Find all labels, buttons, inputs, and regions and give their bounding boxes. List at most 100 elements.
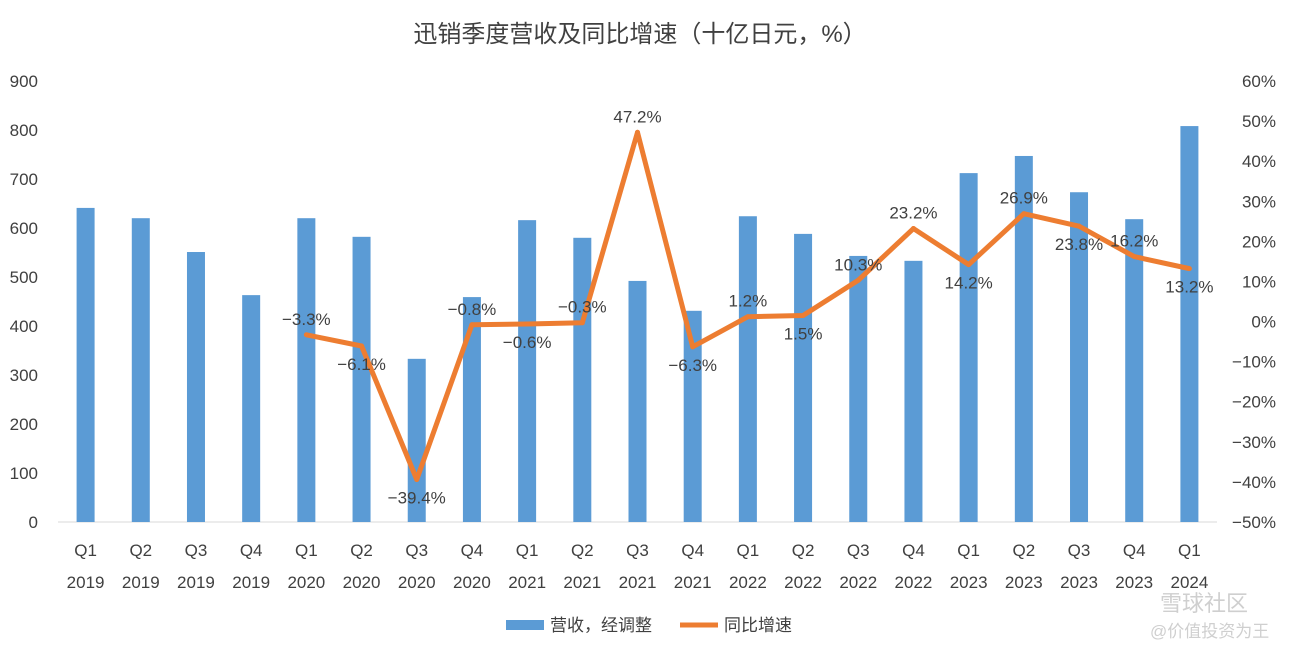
revenue-bar (1014, 155, 1033, 522)
growth-label: 16.2% (1110, 232, 1158, 251)
revenue-bar (297, 218, 316, 522)
growth-point (855, 277, 861, 283)
y-right-tick: 40% (1242, 152, 1276, 171)
revenue-bar (1180, 126, 1199, 522)
y-right-tick: −10% (1232, 353, 1276, 372)
y-right-tick: −20% (1232, 393, 1276, 412)
growth-label: −6.1% (337, 355, 386, 374)
revenue-bar (628, 280, 647, 522)
growth-label: −6.3% (668, 356, 717, 375)
x-tick-year: 2023 (1060, 573, 1098, 592)
line-series (303, 129, 1192, 483)
y-right-tick: 50% (1242, 112, 1276, 131)
growth-label: 1.2% (729, 292, 768, 311)
growth-label: 14.2% (945, 274, 993, 293)
y-left-tick: 900 (10, 72, 38, 91)
growth-label: −39.4% (388, 489, 446, 508)
x-tick-quarter: Q4 (240, 541, 263, 560)
revenue-bar (959, 173, 978, 522)
y-left-tick: 700 (10, 170, 38, 189)
revenue-bar (738, 216, 757, 523)
y-left-tick: 200 (10, 415, 38, 434)
data-labels: −3.3% −6.1% −39.4% −0.8% −0.6% −0.3% 47.2% −6.3… (282, 107, 1213, 507)
revenue-bar (518, 220, 537, 522)
y-left-tick: 800 (10, 121, 38, 140)
x-tick-year: 2020 (287, 573, 325, 592)
growth-point (1021, 211, 1027, 217)
growth-label: 10.3% (834, 255, 882, 274)
x-tick-year: 2019 (232, 573, 270, 592)
growth-label: −3.3% (282, 310, 331, 329)
growth-label: 1.5% (784, 325, 823, 344)
revenue-bar (573, 237, 592, 523)
revenue-bar (683, 310, 702, 522)
x-tick-quarter: Q2 (129, 541, 152, 560)
revenue-bar (352, 236, 371, 522)
growth-label: 13.2% (1165, 278, 1213, 297)
growth-label: 47.2% (613, 107, 661, 126)
revenue-bar (462, 297, 481, 522)
growth-point (303, 332, 309, 338)
growth-point (910, 226, 916, 232)
x-tick-year: 2019 (67, 573, 105, 592)
x-tick-quarter: Q2 (792, 541, 815, 560)
revenue-bar (186, 252, 205, 522)
growth-point (635, 129, 640, 135)
y-left-tick: 300 (10, 366, 38, 385)
growth-point (469, 322, 475, 328)
y-right-tick: −50% (1232, 513, 1276, 532)
growth-point (1076, 223, 1082, 229)
revenue-bar (76, 207, 95, 522)
y-left-tick: 400 (10, 317, 38, 336)
x-tick-year: 2020 (453, 573, 491, 592)
y-left-tick: 100 (10, 464, 38, 483)
x-tick-quarter: Q3 (626, 541, 649, 560)
x-tick-year: 2022 (839, 573, 877, 592)
x-tick-quarter: Q4 (902, 541, 925, 560)
x-tick-year: 2021 (619, 573, 657, 592)
y-right-tick: 10% (1242, 272, 1276, 291)
revenue-bar (1070, 192, 1089, 523)
x-tick-quarter: Q3 (847, 541, 870, 560)
x-tick-quarter: Q4 (681, 541, 704, 560)
y-right-tick: 60% (1242, 72, 1276, 91)
growth-point (1131, 254, 1137, 260)
x-tick-quarter: Q3 (1068, 541, 1091, 560)
x-tick-year: 2023 (1115, 573, 1153, 592)
growth-label: −0.8% (448, 300, 497, 319)
x-tick-year: 2021 (674, 573, 712, 592)
y-right-tick: 20% (1242, 232, 1276, 251)
x-tick-quarter: Q1 (1178, 541, 1201, 560)
x-tick-quarter: Q2 (571, 541, 594, 560)
revenue-bar (794, 233, 813, 522)
revenue-bar (242, 295, 261, 522)
growth-label: 23.2% (889, 204, 937, 223)
x-tick-year: 2021 (563, 573, 601, 592)
x-tick-year: 2020 (398, 573, 436, 592)
watermark-brand: 雪球社区 (1160, 591, 1249, 616)
x-tick-year: 2022 (895, 573, 933, 592)
growth-point (966, 262, 972, 268)
x-tick-year: 2019 (122, 573, 160, 592)
x-tick-quarter: Q3 (405, 541, 428, 560)
legend-growth: 同比增速 (724, 616, 792, 635)
revenue-bar (904, 260, 923, 522)
x-tick-quarter: Q1 (737, 541, 760, 560)
y-right-tick: 0% (1251, 313, 1276, 332)
legend-bar-swatch (506, 620, 544, 630)
growth-point (690, 344, 696, 350)
x-tick-quarter: Q4 (1123, 541, 1146, 560)
x-tick-quarter: Q1 (295, 541, 318, 560)
x-tick-year: 2021 (508, 573, 546, 592)
x-tick-year: 2020 (343, 573, 381, 592)
x-tick-year: 2019 (177, 573, 215, 592)
growth-label: 26.9% (1000, 189, 1048, 208)
x-tick-year: 2022 (784, 573, 822, 592)
growth-point (524, 321, 530, 327)
axes: 0 100 200 300 400 500 600 700 800 900 −50% −40% −30%… (10, 72, 1276, 592)
revenue-bar (849, 255, 868, 522)
growth-point (1186, 266, 1192, 272)
y-right-tick: −30% (1232, 433, 1276, 452)
